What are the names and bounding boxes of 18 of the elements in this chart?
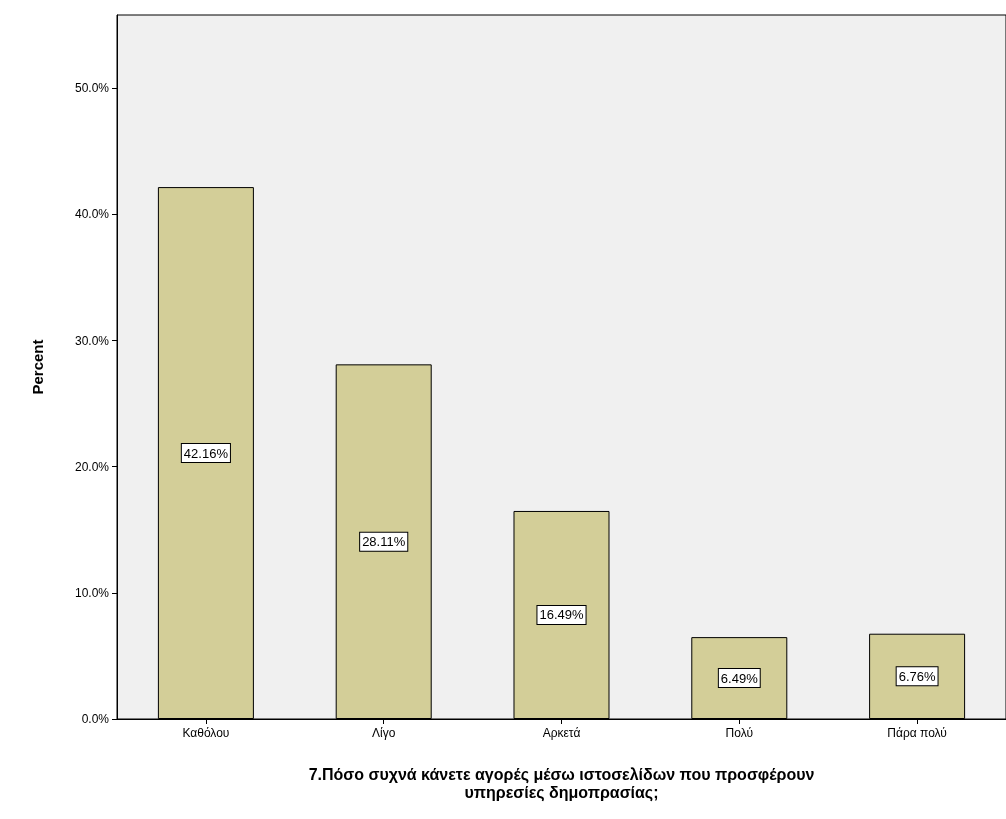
y-tick-label: 20.0% [74, 459, 110, 474]
y-tick-label: 10.0% [74, 585, 110, 600]
y-tick-label: 50.0% [74, 81, 110, 96]
x-tick-label: Καθόλου [182, 726, 230, 740]
x-tick-label: Αρκετά [542, 726, 581, 740]
x-tick-label: Πολύ [725, 726, 753, 740]
data-label: 16.49% [539, 607, 584, 623]
y-tick-label: 0.0% [81, 712, 110, 726]
x-tick-label: Πάρα πολύ [887, 726, 947, 740]
y-tick-label: 40.0% [74, 207, 110, 222]
x-tick-label: Λίγο [372, 726, 396, 740]
data-label: 42.16% [183, 445, 229, 461]
data-label: 6.49% [720, 670, 759, 686]
x-axis-title: 7.Πόσο συχνά κάνετε αγορές μέσω ιστοσελίδων που προσφέρουν υπηρεσίες δημοπρασίας; [308, 765, 815, 802]
data-label: 6.76% [898, 668, 936, 684]
y-axis-title: Percent [29, 339, 46, 395]
y-tick-label: 30.0% [74, 333, 110, 348]
data-label: 28.11% [362, 534, 406, 550]
